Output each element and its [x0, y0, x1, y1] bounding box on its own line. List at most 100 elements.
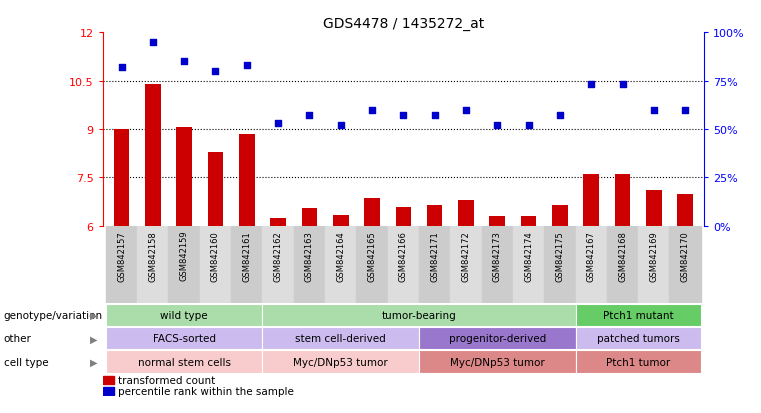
Text: GSM842168: GSM842168 [618, 230, 627, 281]
Bar [513, 226, 544, 304]
Text: stem cell-derived: stem cell-derived [295, 333, 386, 344]
Point [335, 123, 347, 129]
Bar [365, 199, 380, 226]
Bar [552, 205, 568, 226]
Bar [103, 387, 113, 395]
Bar [113, 130, 129, 226]
Text: GSM842167: GSM842167 [587, 230, 596, 281]
Text: genotype/variation: genotype/variation [4, 310, 103, 320]
Bar [106, 328, 263, 350]
Bar [263, 304, 575, 326]
Text: progenitor-derived: progenitor-derived [449, 333, 546, 344]
Text: cell type: cell type [4, 357, 49, 367]
Point [147, 39, 159, 46]
Text: Myc/DNp53 tumor: Myc/DNp53 tumor [450, 357, 545, 367]
Bar [607, 33, 638, 226]
Point [648, 107, 660, 114]
Bar [544, 226, 575, 304]
Text: GSM842174: GSM842174 [524, 230, 533, 281]
Text: ▶: ▶ [90, 333, 97, 344]
Bar [106, 226, 137, 304]
Bar [521, 217, 537, 226]
Text: GSM842171: GSM842171 [430, 230, 439, 281]
Bar [638, 33, 670, 226]
Bar [419, 328, 575, 350]
Bar [270, 218, 286, 226]
Bar [239, 135, 255, 226]
Bar [177, 128, 192, 226]
Point [428, 113, 441, 119]
Text: wild type: wild type [161, 310, 208, 320]
Bar [427, 205, 442, 226]
Point [585, 82, 597, 88]
Text: ▶: ▶ [90, 357, 97, 367]
Bar [451, 226, 482, 304]
Point [178, 59, 190, 65]
Point [366, 107, 378, 114]
Point [304, 113, 316, 119]
Bar [168, 33, 200, 226]
Text: GSM842157: GSM842157 [117, 230, 126, 281]
Bar [106, 33, 137, 226]
Bar [575, 33, 607, 226]
Bar [544, 33, 575, 226]
Text: percentile rank within the sample: percentile rank within the sample [118, 387, 294, 396]
Bar [513, 33, 544, 226]
Bar [387, 33, 419, 226]
Bar [168, 226, 200, 304]
Text: GSM842175: GSM842175 [556, 230, 565, 281]
Text: Ptch1 mutant: Ptch1 mutant [603, 310, 673, 320]
Bar [103, 375, 113, 384]
Text: FACS-sorted: FACS-sorted [153, 333, 215, 344]
Bar [137, 226, 168, 304]
Bar [575, 328, 701, 350]
Text: GSM842159: GSM842159 [180, 230, 189, 281]
Text: ▶: ▶ [90, 310, 97, 320]
Bar [263, 33, 294, 226]
Bar [208, 152, 223, 226]
Text: Ptch1 tumor: Ptch1 tumor [606, 357, 670, 367]
Bar [396, 207, 411, 226]
Point [523, 123, 535, 129]
Text: GSM842164: GSM842164 [336, 230, 345, 281]
Bar [333, 215, 349, 226]
Text: GSM842161: GSM842161 [242, 230, 251, 281]
Point [616, 82, 629, 88]
Bar [325, 33, 356, 226]
Bar [137, 33, 168, 226]
Bar [200, 33, 231, 226]
Title: GDS4478 / 1435272_at: GDS4478 / 1435272_at [323, 17, 484, 31]
Bar [387, 226, 419, 304]
Bar [584, 175, 599, 226]
Bar [263, 226, 294, 304]
Text: GSM842166: GSM842166 [399, 230, 408, 281]
Bar [294, 33, 325, 226]
Bar [638, 226, 670, 304]
Point [240, 63, 253, 69]
Text: other: other [4, 333, 32, 344]
Bar [575, 304, 701, 326]
Text: Myc/DNp53 tumor: Myc/DNp53 tumor [293, 357, 388, 367]
Bar [419, 351, 575, 373]
Bar [451, 33, 482, 226]
Bar [231, 226, 263, 304]
Bar [419, 226, 451, 304]
Bar [670, 33, 701, 226]
Bar [419, 33, 451, 226]
Bar [145, 85, 161, 226]
Bar [106, 351, 263, 373]
Bar [356, 33, 387, 226]
Bar [458, 201, 474, 226]
Text: patched tumors: patched tumors [597, 333, 680, 344]
Bar [200, 226, 231, 304]
Text: GSM842170: GSM842170 [680, 230, 689, 281]
Bar [294, 226, 325, 304]
Text: GSM842163: GSM842163 [305, 230, 314, 281]
Bar [575, 226, 607, 304]
Bar [670, 226, 701, 304]
Text: normal stem cells: normal stem cells [138, 357, 231, 367]
Text: tumor-bearing: tumor-bearing [381, 310, 457, 320]
Point [679, 107, 691, 114]
Point [209, 69, 221, 75]
Point [554, 113, 566, 119]
